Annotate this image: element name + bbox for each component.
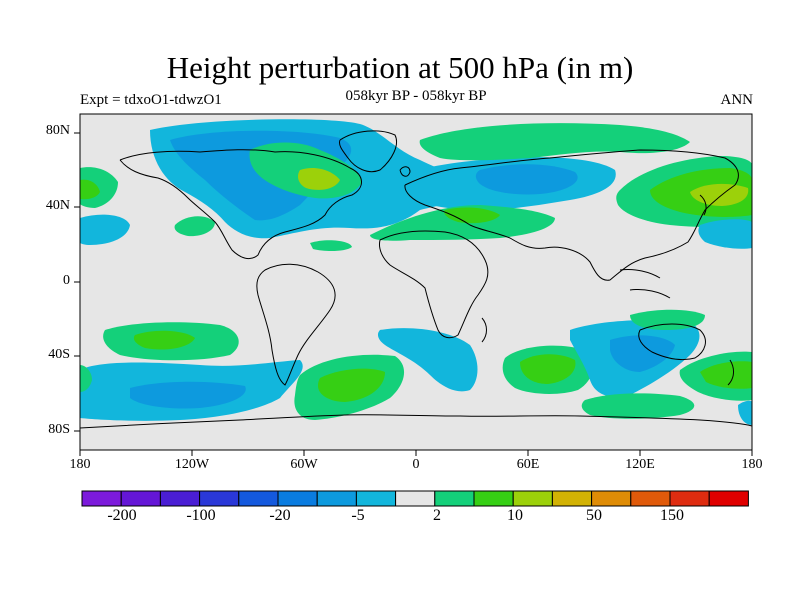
colorbar-label: 2: [433, 507, 441, 524]
coast-newzealand: [727, 359, 734, 386]
contour-blue-se-edge: [738, 400, 752, 425]
lat-label-80s: 80S: [48, 422, 70, 437]
colorbar-swatch: [120, 490, 161, 507]
coast-antarctica: [80, 414, 752, 429]
lon-label-120e: 120E: [625, 457, 655, 472]
colorbar-swatch: [551, 490, 593, 507]
coast-greenland: [339, 130, 397, 173]
coastlines: [80, 130, 752, 429]
coast-eurasia: [404, 149, 739, 281]
lat-label-40n: 40N: [45, 198, 70, 213]
chart-title: Height perturbation at 500 hPa (in m): [166, 50, 634, 85]
colorbar-label: -200: [107, 507, 137, 524]
colorbar-swatch: [159, 490, 201, 507]
coast-madagascar: [481, 317, 487, 343]
lat-label-40s: 40S: [48, 347, 70, 362]
season-label: ANN: [720, 92, 754, 108]
coast-uk: [399, 166, 411, 177]
contour-green-mideast: [370, 205, 555, 241]
lon-label-180e: 180: [741, 457, 763, 472]
colorbar-swatch: [512, 490, 553, 507]
period-label: 058kyr BP - 058kyr BP: [345, 88, 487, 104]
colorbar-swatch: [708, 490, 749, 507]
contour-blue-east-edge: [698, 219, 752, 249]
contour-lime-spacific-east: [700, 361, 752, 389]
colorbar-swatch: [238, 490, 279, 507]
contour-lime-mideast: [444, 207, 500, 224]
contour-green-tropics-small: [310, 240, 352, 252]
lat-label-0: 0: [63, 273, 70, 288]
experiment-label: Expt = tdxoO1-tdwzO1: [80, 92, 222, 108]
coast-indonesia: [619, 269, 671, 299]
lat-label-80n: 80N: [45, 123, 70, 138]
contour-blue-west-edge: [80, 214, 130, 245]
axis-ticks: [74, 132, 753, 456]
colorbar-swatch: [316, 490, 357, 507]
coast-north-america: [119, 149, 362, 260]
contour-fields: [80, 119, 752, 429]
contour-green-pacific-small: [174, 216, 215, 237]
contour-blue-satlantic: [377, 328, 478, 392]
lon-label-180w: 180: [69, 457, 91, 472]
colorbar-label: 10: [507, 507, 523, 524]
colorbar-label: 50: [586, 507, 602, 524]
colorbar-label: -20: [269, 507, 291, 524]
coast-africa: [379, 230, 489, 339]
contour-blue-southern-inner: [130, 381, 246, 409]
colorbar-swatch: [434, 490, 475, 507]
coast-australia: [638, 323, 706, 361]
colorbar-swatch: [395, 490, 436, 507]
contour-green-left-south: [80, 365, 92, 392]
lon-label-60w: 60W: [290, 457, 318, 472]
contour-lime-spacific: [133, 330, 195, 350]
colorbar-swatch: [355, 490, 397, 507]
colorbar-swatch: [630, 490, 671, 507]
colorbar-label: 150: [660, 507, 684, 524]
colorbar-label: -100: [186, 507, 216, 524]
coast-japan: [699, 194, 707, 216]
colorbar-swatch: [669, 490, 710, 507]
colorbar-swatch: [591, 490, 632, 507]
contour-lime-indian: [520, 354, 576, 384]
lon-label-120w: 120W: [174, 457, 210, 472]
colorbar-swatch: [473, 490, 514, 507]
colorbar-swatch: [199, 490, 240, 507]
colorbar-swatch: [81, 490, 122, 507]
contour-yellowgreen-canada: [298, 168, 340, 190]
lon-label-60e: 60E: [516, 457, 540, 472]
coast-south-america: [256, 263, 336, 386]
contour-blue-atlantic-inner: [475, 164, 578, 195]
contour-lime-west-edge: [80, 179, 100, 200]
contour-blue-indian-inner: [610, 335, 675, 372]
contour-lime-satlantic: [318, 368, 385, 402]
colorbar-label: -5: [351, 507, 365, 524]
lon-label-0: 0: [412, 457, 420, 472]
colorbar-swatch: [277, 490, 318, 507]
contour-green-antarctic: [581, 393, 695, 419]
